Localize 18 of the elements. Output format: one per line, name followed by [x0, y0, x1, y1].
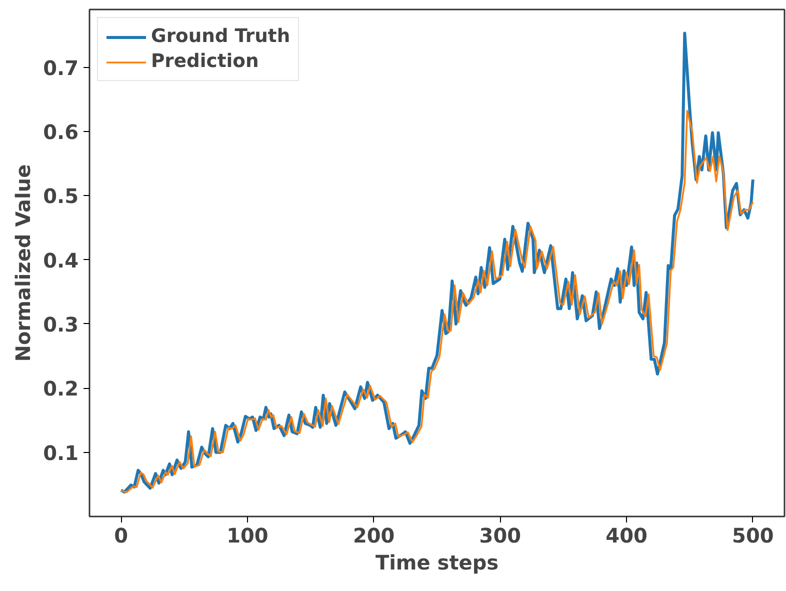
x-tick-label: 0	[114, 524, 128, 548]
y-tick-label: 0.6	[43, 120, 79, 144]
y-tick-label: 0.1	[43, 440, 79, 465]
y-tick-label: 0.2	[43, 376, 79, 401]
legend-label: Ground Truth	[151, 26, 290, 47]
x-tick-label: 400	[606, 524, 648, 548]
y-tick-label: 0.5	[43, 184, 79, 208]
y-tick-label: 0.7	[43, 56, 79, 80]
x-tick-label: 300	[479, 524, 522, 548]
x-tick-label: 100	[226, 524, 268, 548]
x-axis-title: Time steps	[375, 550, 499, 574]
y-tick-label: 0.3	[43, 312, 79, 336]
legend-label: Prediction	[151, 51, 259, 72]
x-tick-label: 200	[352, 524, 395, 548]
y-axis-title: Normalized Value	[11, 164, 36, 362]
x-tick-label: 500	[732, 524, 774, 548]
y-tick-label: 0.4	[43, 248, 79, 272]
line-series	[120, 110, 754, 494]
